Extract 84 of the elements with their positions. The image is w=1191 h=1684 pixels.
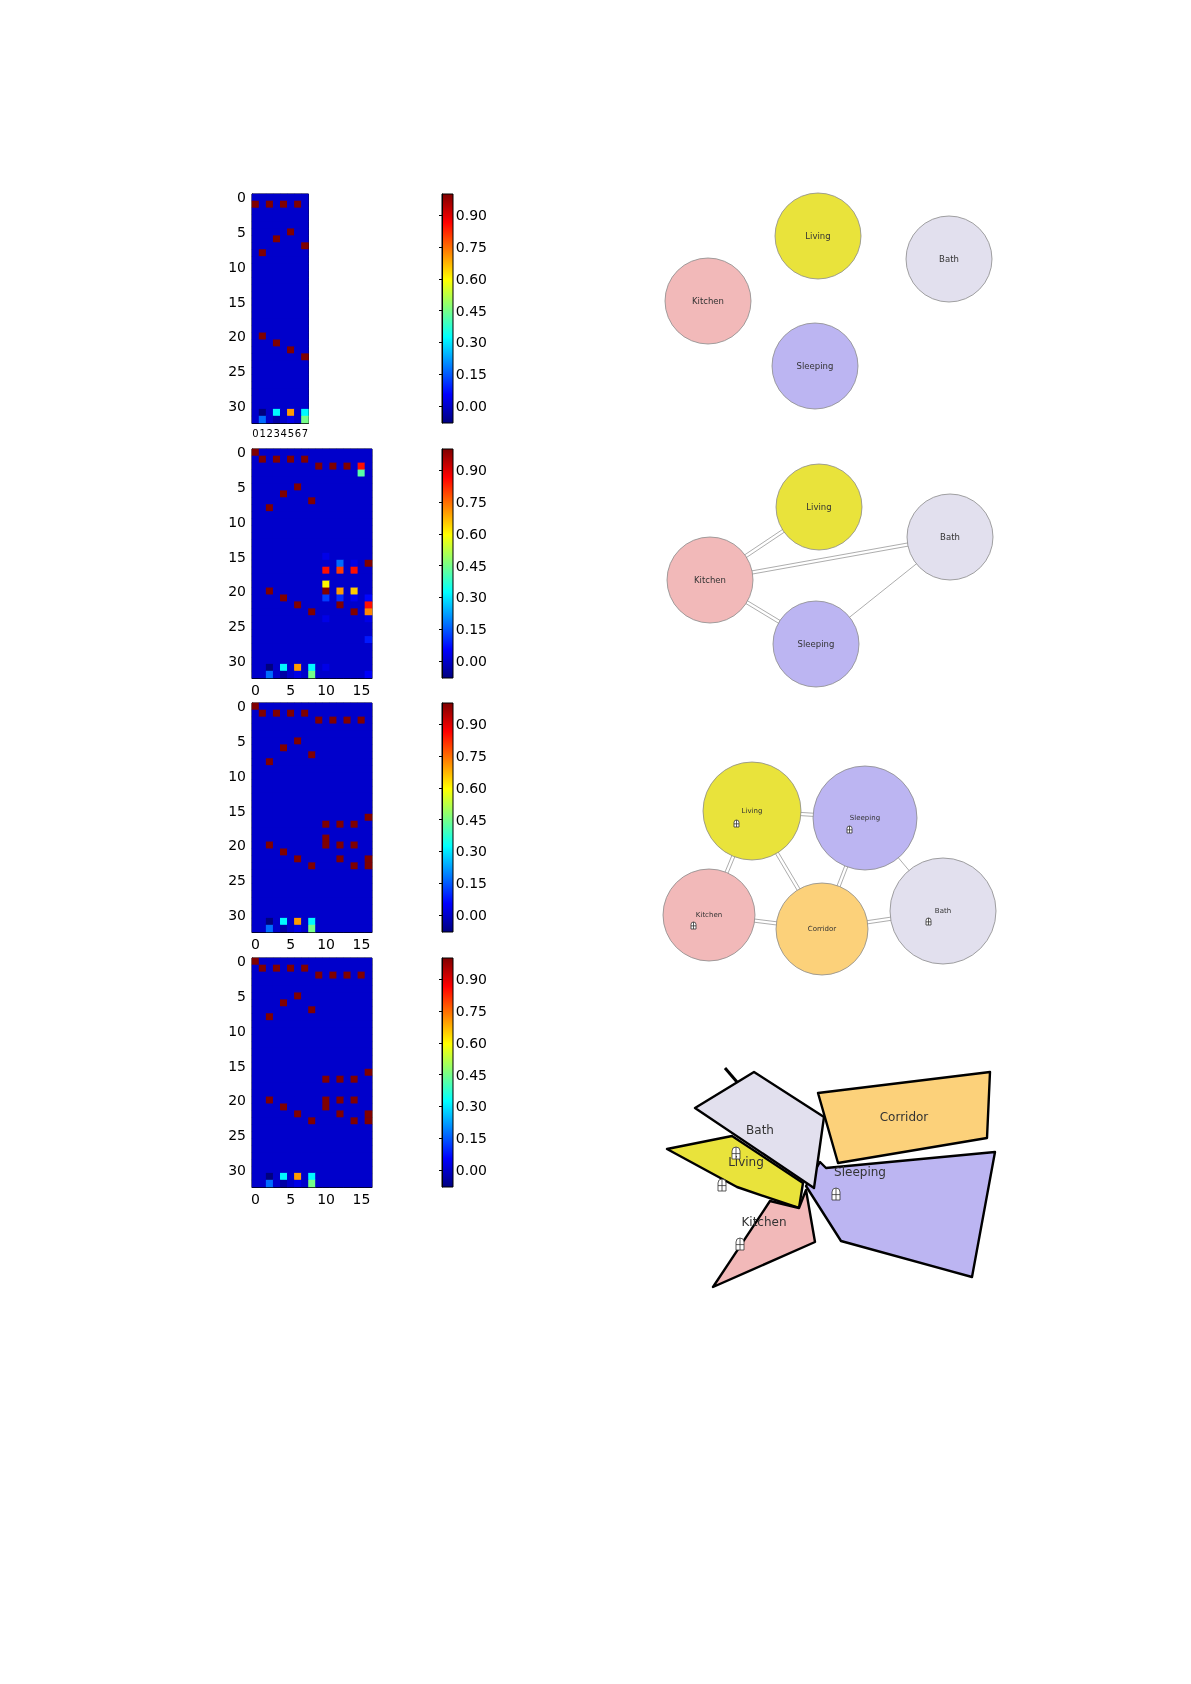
y-tick-label: 25 [228, 362, 246, 379]
category-label: Sleeping [796, 361, 834, 371]
y-tick-label: 30 [228, 652, 246, 669]
y-tick-label: 30 [228, 397, 246, 414]
color-bar-label: 0.30 [455, 843, 487, 860]
color-bar-label: 0.00 [455, 1162, 487, 1179]
category-label: Kitchen [692, 296, 724, 306]
x-tick-label: 1 [259, 427, 266, 439]
y-tick-label: 30 [228, 1161, 246, 1178]
y-tick-label: 10 [228, 767, 246, 784]
color-bar-label: 0.60 [455, 525, 487, 542]
x-tick-label: 3 [273, 427, 280, 439]
y-tick-label: 5 [237, 479, 246, 496]
category-label: Corridor [879, 1110, 929, 1124]
color-bar-label: 0.15 [455, 875, 487, 892]
color-bar-label: 0.90 [455, 462, 487, 479]
x-tick-label: 15 [352, 936, 371, 952]
x-tick-label: 7 [301, 427, 309, 439]
x-tick-label: 0 [252, 427, 259, 439]
color-bar-label: 0.90 [455, 971, 487, 988]
y-tick-label: 15 [228, 293, 246, 310]
color-bar-label: 0.75 [455, 1003, 487, 1020]
x-tick-label: 0 [251, 936, 260, 952]
y-tick-label: 20 [228, 583, 246, 600]
color-bar-label: 0.30 [455, 589, 487, 606]
y-tick-label: 15 [228, 548, 246, 565]
x-tick-label: 0 [251, 682, 260, 698]
y-tick-label: 10 [228, 1022, 246, 1039]
y-tick-label: 25 [228, 617, 246, 634]
x-tick-label: 4 [280, 427, 287, 439]
color-bar-label: 0.15 [455, 366, 487, 383]
color-bar-label: 0.60 [455, 1034, 487, 1051]
y-tick-label: 10 [228, 513, 246, 530]
x-tick-label: 0 [251, 1191, 260, 1207]
x-tick-label: 5 [286, 682, 296, 698]
y-tick-label: 10 [228, 258, 246, 275]
x-tick-label: 10 [317, 682, 336, 698]
y-tick-label: 15 [228, 1057, 246, 1074]
category-label: Living [805, 231, 831, 241]
y-tick-label: 5 [237, 988, 246, 1005]
color-bar-label: 0.90 [455, 207, 487, 224]
color-bar-label: 0.45 [455, 302, 487, 319]
color-bar-label: 0.15 [455, 1130, 487, 1147]
x-tick-label: 5 [286, 936, 296, 952]
x-tick-label: 15 [352, 682, 371, 698]
category-label: Sleeping [834, 1165, 886, 1179]
color-bar-label: 0.75 [455, 494, 487, 511]
color-bar-label: 0.60 [455, 270, 487, 287]
color-bar-label: 0.30 [455, 334, 487, 351]
y-tick-label: 25 [228, 1126, 246, 1143]
y-tick-label: 0 [237, 698, 246, 715]
y-tick-label: 15 [228, 802, 246, 819]
color-bar-label: 0.60 [455, 779, 487, 796]
color-bar-label: 0.75 [455, 748, 487, 765]
x-tick-label: 10 [317, 936, 336, 952]
y-tick-label: 20 [228, 328, 246, 345]
x-tick-label: 6 [294, 427, 302, 439]
color-bar-label: 0.45 [455, 811, 487, 828]
y-tick-label: 5 [237, 733, 246, 750]
y-tick-label: 25 [228, 871, 246, 888]
y-tick-label: 20 [228, 1092, 246, 1109]
color-bar-label: 0.45 [455, 1066, 487, 1083]
x-tick-label: 15 [352, 1191, 371, 1207]
y-tick-label: 0 [237, 189, 246, 206]
y-tick-label: 5 [237, 224, 246, 241]
x-tick-label: 5 [287, 427, 294, 439]
category-label: Bath [746, 1123, 774, 1137]
x-tick-label: 2 [266, 427, 273, 439]
y-tick-label: 0 [237, 953, 246, 970]
color-bar-label: 0.90 [455, 716, 487, 733]
color-bar-label: 0.30 [455, 1098, 487, 1115]
category-label: Living [728, 1155, 764, 1169]
x-tick-label: 10 [317, 1191, 336, 1207]
x-tick-label: 5 [286, 1191, 296, 1207]
color-bar-label: 0.15 [455, 621, 487, 638]
y-tick-label: 30 [228, 906, 246, 923]
color-bar-label: 0.75 [455, 239, 487, 256]
y-tick-label: 0 [237, 444, 246, 461]
color-bar-label: 0.00 [455, 907, 487, 924]
color-bar-label: 0.45 [455, 557, 487, 574]
color-bar-label: 0.00 [455, 398, 487, 415]
y-tick-label: 20 [228, 837, 246, 854]
category-label: Bath [939, 254, 959, 264]
color-bar-label: 0.00 [455, 653, 487, 670]
